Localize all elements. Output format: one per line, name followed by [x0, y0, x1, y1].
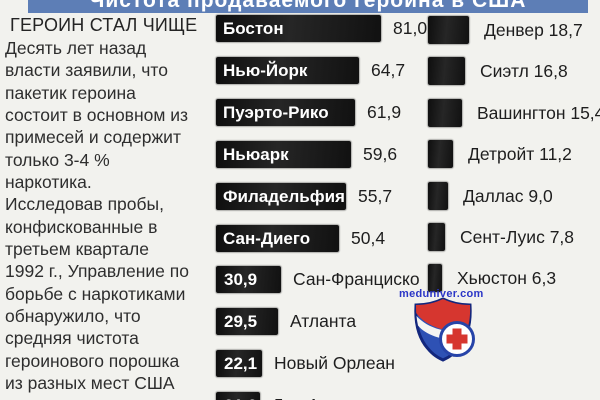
- bar: Пуэрто-Рико: [216, 99, 355, 126]
- bar: [428, 57, 465, 85]
- bar-city-label: Сан-Диего: [223, 228, 311, 248]
- bar-value: 30,9: [224, 269, 258, 289]
- bar-city-label: Атланта: [290, 311, 357, 331]
- bar-value: 59,6: [363, 144, 398, 164]
- bar: 21,0: [216, 392, 260, 400]
- bar: [428, 223, 445, 251]
- meduniver-logo: [414, 297, 475, 362]
- bar-row: 30,9 Сан-Франциско: [216, 266, 420, 293]
- bar: Сан-Диего: [216, 225, 339, 252]
- article-line: 1992 г., Управление по: [5, 261, 189, 282]
- bar-city-value-label: Денвер 18,7: [484, 19, 583, 40]
- article-line: героинового порошка: [5, 350, 180, 371]
- bar-row: 21,0 Лос-Анджелес: [216, 392, 389, 400]
- bar-row: Сан-Диего 50,4: [216, 225, 385, 252]
- bar-city-label: Бостон: [223, 18, 284, 38]
- bar: 30,9: [216, 266, 281, 293]
- bar: Ньюарк: [216, 141, 351, 168]
- article-line: конфискованные в: [5, 216, 158, 237]
- article-line: третьем квартале: [5, 239, 149, 260]
- bar-city-label: Ньюарк: [223, 144, 289, 164]
- article-body: Десять лет назад власти заявили, что пакет…: [5, 37, 217, 400]
- bar: [428, 182, 448, 210]
- bar: Бостон: [216, 15, 381, 42]
- article-column: ГЕРОИН СТАЛ ЧИЩЕ Десять лет назад власти …: [5, 15, 217, 400]
- bar-value: 61,9: [367, 102, 402, 122]
- bar-row: Пуэрто-Рико 61,9: [216, 99, 401, 126]
- bar-city-value-label: Сент-Луис 7,8: [460, 226, 575, 247]
- article-line: примесей и содержит: [5, 127, 181, 148]
- article-line: Исследовав пробы,: [5, 194, 164, 215]
- article-line: наркотика.: [5, 172, 92, 193]
- article-line: пакетик героина: [5, 82, 136, 103]
- bar-row: Ньюарк 59,6: [216, 141, 397, 168]
- bar: Нью-Йорк: [216, 57, 359, 84]
- bar-city-label: Пуэрто-Рико: [223, 102, 329, 122]
- bar-value: 64,7: [371, 60, 406, 80]
- article-line: состоит в основном из: [5, 105, 189, 126]
- bar-row: Бостон 81,0: [216, 15, 427, 42]
- bar: [428, 16, 469, 44]
- bar-row: 29,5 Атланта: [216, 308, 356, 335]
- bar-city-value-label: Хьюстон 6,3: [457, 267, 557, 288]
- article-heading: ГЕРОИН СТАЛ ЧИЩЕ: [10, 15, 198, 35]
- watermark-link[interactable]: meduniver.com: [399, 288, 484, 300]
- bar-row: Сиэтл 16,8: [428, 57, 568, 85]
- article-line: только 3-4 %: [5, 149, 110, 170]
- bar-value: 55,7: [358, 186, 393, 206]
- bar-row: Даллас 9,0: [428, 182, 553, 210]
- article-line: средняя чистота: [5, 328, 139, 349]
- bar-city-label: Филадельфия: [223, 186, 345, 206]
- bar-value: 22,1: [224, 353, 258, 373]
- bar-city-label: Нью-Йорк: [223, 60, 308, 80]
- bar: [428, 264, 442, 292]
- bar: [428, 99, 462, 127]
- bar-row: 22,1 Новый Орлеан: [216, 350, 395, 377]
- bar-row: Детройт 11,2: [428, 140, 572, 168]
- bar-row: Денвер 18,7: [428, 16, 583, 44]
- article-line: составляет 36,7%: [5, 395, 217, 400]
- bar: 22,1: [216, 350, 262, 377]
- page-title: Чистота продаваемого героина в США: [89, 0, 527, 12]
- bar: 29,5: [216, 308, 278, 335]
- bar-city-label: Лос-Анджелес: [272, 395, 389, 400]
- article-line: из разных мест США: [5, 373, 175, 394]
- article-line: Десять лет назад: [5, 38, 147, 58]
- bar-row: Филадельфия 55,7: [216, 183, 392, 210]
- bar-value: 29,5: [224, 311, 258, 331]
- bar: [428, 140, 453, 168]
- article-line: борьбе с наркотиками: [5, 283, 186, 304]
- bar-city-value-label: Детройт 11,2: [468, 143, 572, 164]
- bar-value: 21,0: [216, 396, 257, 400]
- bar-row: Нью-Йорк 64,7: [216, 57, 405, 84]
- bar-city-value-label: Даллас 9,0: [463, 185, 553, 206]
- bar-city-value-label: Вашингтон 15,4: [477, 102, 600, 123]
- article-line: власти заявили, что: [5, 60, 168, 81]
- bar-row: Хьюстон 6,3: [428, 264, 556, 292]
- red-cross-icon: [446, 328, 468, 350]
- bar-city-label: Новый Орлеан: [274, 353, 395, 373]
- bar-city-value-label: Сиэтл 16,8: [480, 60, 568, 81]
- bar-row: Сент-Луис 7,8: [428, 223, 574, 251]
- bar: Филадельфия: [216, 183, 346, 210]
- bar-city-label: Сан-Франциско: [293, 269, 420, 289]
- bar-row: Вашингтон 15,4: [428, 99, 600, 127]
- bar-value: 50,4: [351, 228, 386, 248]
- title-bar: Чистота продаваемого героина в США: [28, 0, 588, 13]
- bar-value: 81,0: [393, 18, 428, 38]
- article-line: обнаружило, что: [5, 306, 141, 327]
